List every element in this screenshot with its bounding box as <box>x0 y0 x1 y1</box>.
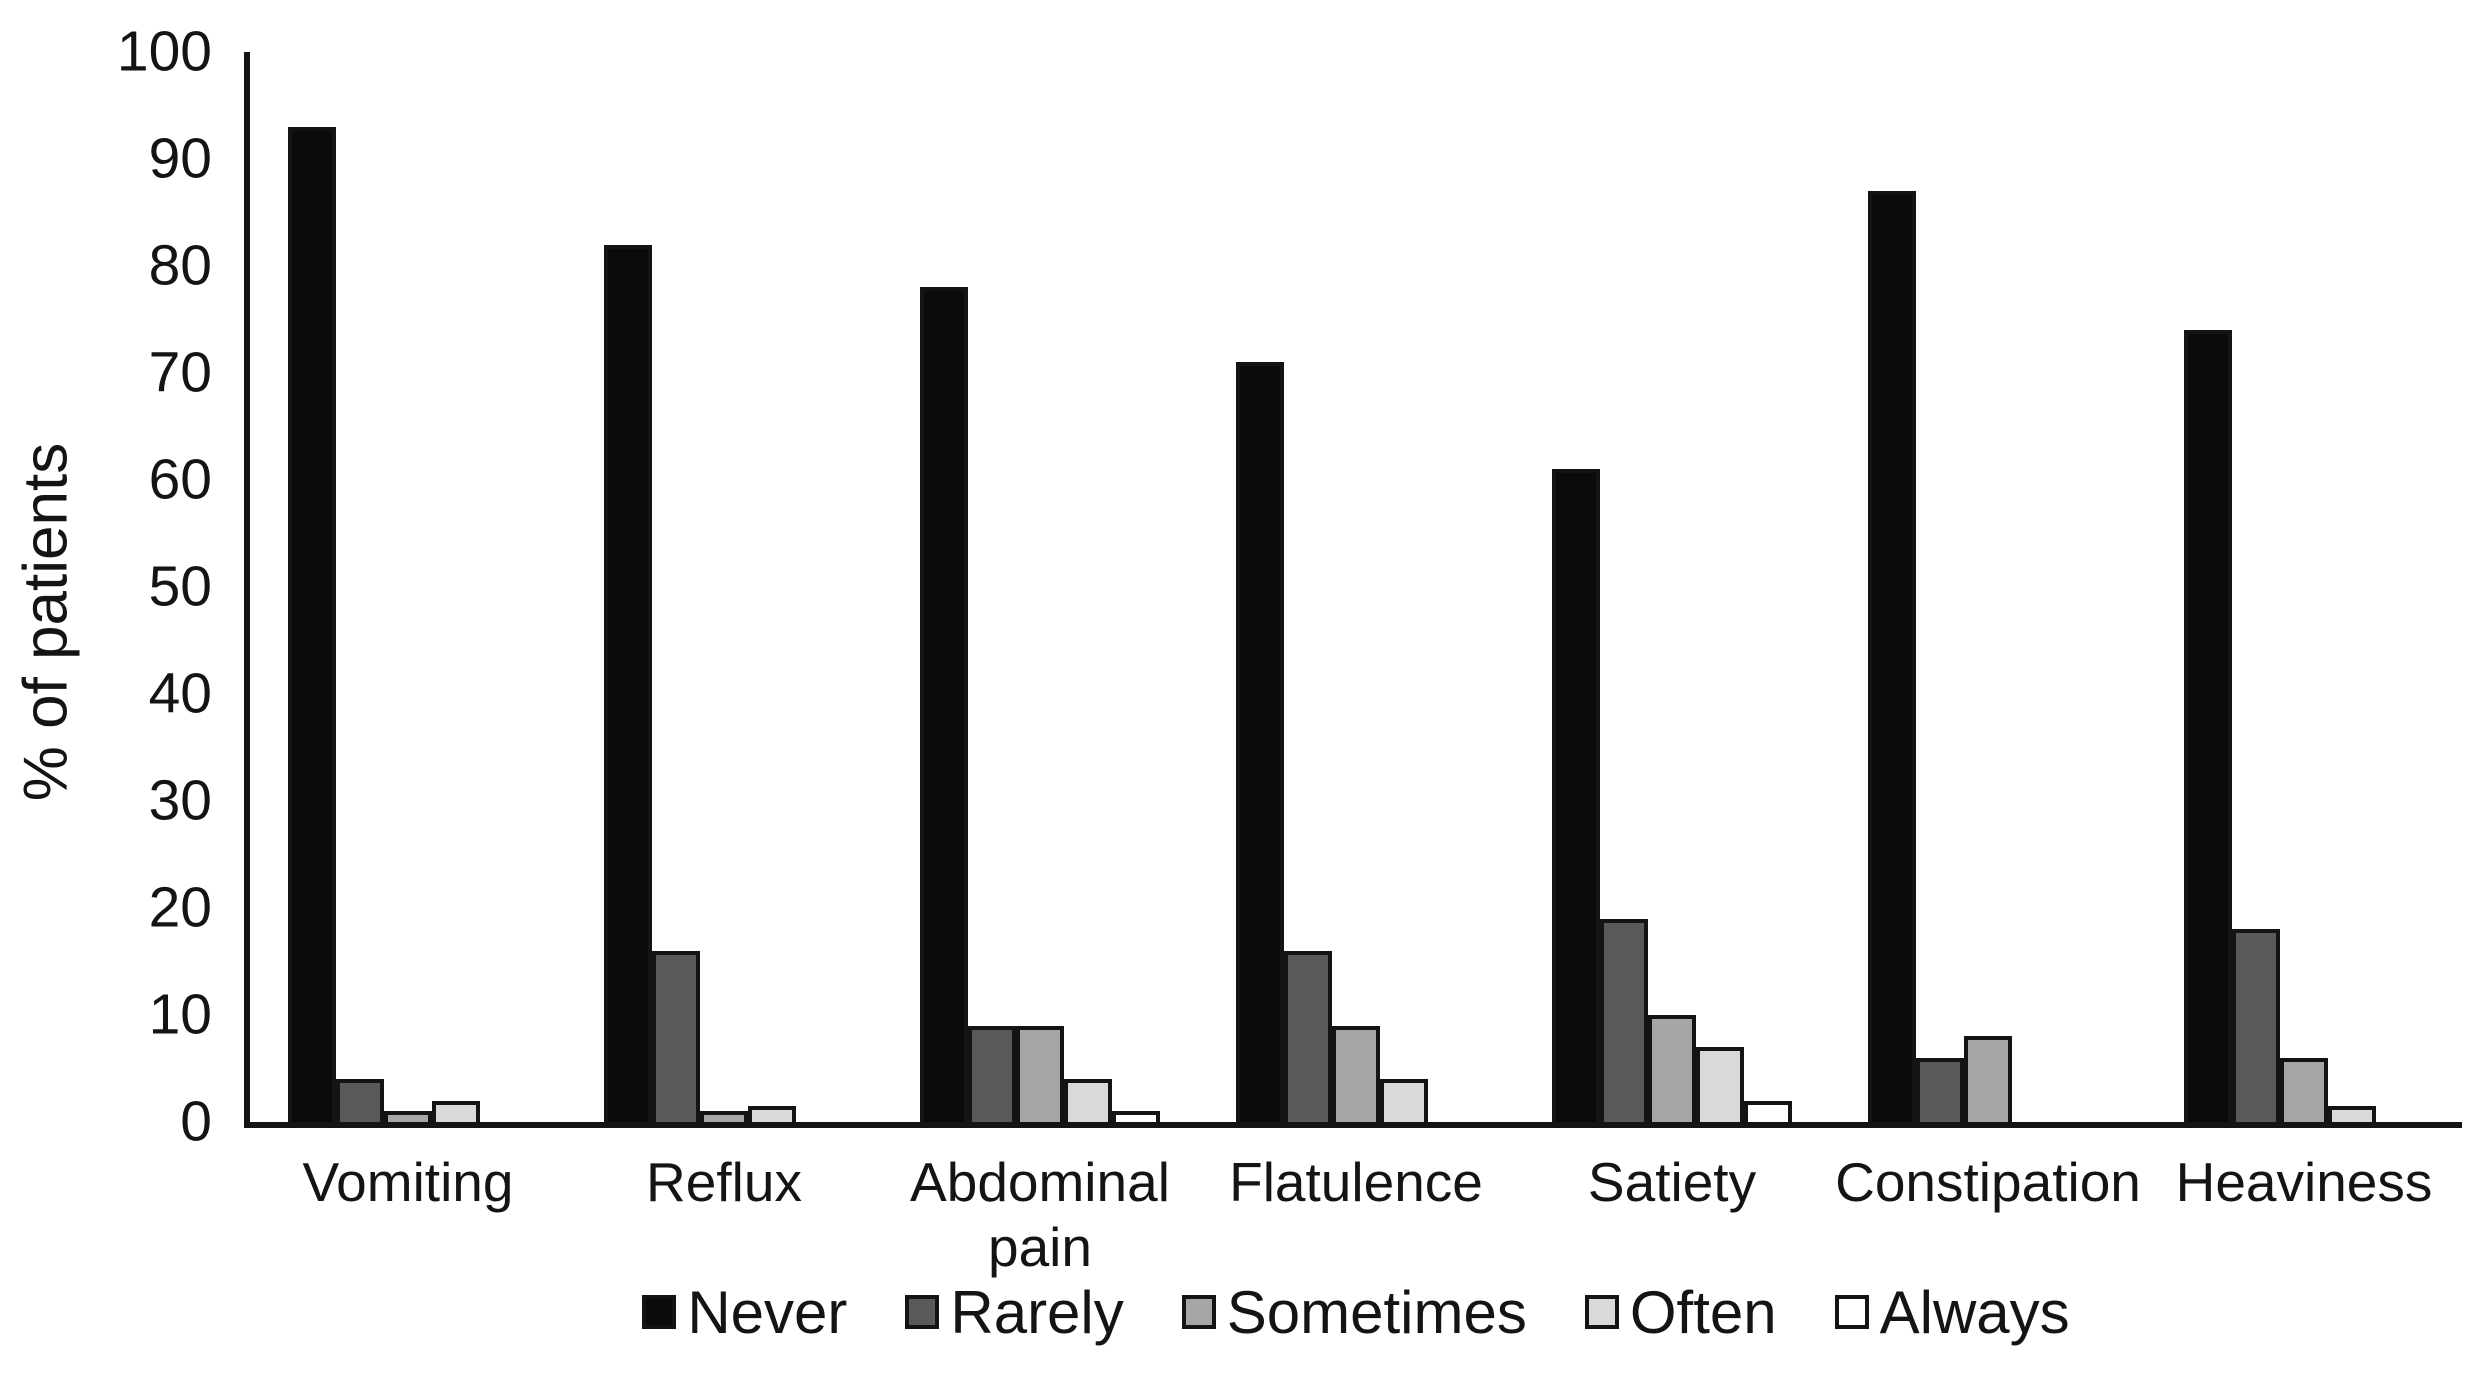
bar-group-constipation <box>1830 52 2146 1122</box>
legend-swatch-icon <box>1584 1295 1619 1329</box>
y-tick-label: 100 <box>116 19 212 84</box>
legend-label: Often <box>1629 1278 1777 1346</box>
legend-swatch-icon <box>1181 1295 1216 1329</box>
bar-often-reflux <box>748 1106 796 1122</box>
y-axis-tick-labels: 0 10 20 30 40 50 60 70 80 90 100 <box>0 23 226 1150</box>
bar-often-heaviness <box>2328 1106 2376 1122</box>
legend-item-always: Always <box>1834 1278 2070 1347</box>
bar-sometimes-abdominal-pain <box>1016 1026 1064 1122</box>
bar-never-reflux <box>604 245 652 1122</box>
bar-always-satiety <box>1744 1101 1792 1122</box>
bar-sometimes-reflux <box>700 1111 748 1122</box>
legend-item-never: Never <box>642 1278 847 1347</box>
legend-swatch-icon <box>905 1295 940 1329</box>
category-label-heaviness: Heaviness <box>2175 1151 2433 1213</box>
bar-never-vomiting <box>288 127 336 1122</box>
bar-group-heaviness <box>2146 52 2462 1122</box>
category-label-satiety: Satiety <box>1587 1151 1757 1213</box>
legend-label: Never <box>687 1278 848 1346</box>
bar-often-abdominal-pain <box>1064 1079 1112 1122</box>
y-tick-label: 70 <box>148 340 212 405</box>
y-tick-label: 30 <box>148 768 212 833</box>
y-axis-line <box>244 52 250 1122</box>
bar-group-flatulence <box>1198 52 1514 1122</box>
y-tick-label: 50 <box>148 554 212 619</box>
plot-area <box>244 52 2462 1128</box>
bar-sometimes-flatulence <box>1332 1026 1380 1122</box>
bar-rarely-reflux <box>652 951 700 1122</box>
bar-often-satiety <box>1696 1047 1744 1122</box>
bar-group-abdominal-pain <box>882 52 1198 1122</box>
bar-never-satiety <box>1552 469 1600 1122</box>
y-tick-label: 80 <box>148 233 212 298</box>
y-tick-label: 60 <box>148 447 212 512</box>
legend-swatch-icon <box>1834 1295 1869 1329</box>
bar-rarely-satiety <box>1600 919 1648 1122</box>
bar-rarely-abdominal-pain <box>968 1026 1016 1122</box>
bar-often-vomiting <box>432 1101 480 1122</box>
legend-label: Rarely <box>950 1278 1124 1346</box>
bar-rarely-heaviness <box>2232 929 2280 1122</box>
y-tick-label: 0 <box>180 1089 212 1154</box>
bar-group-reflux <box>566 52 882 1122</box>
bar-never-heaviness <box>2184 330 2232 1122</box>
y-tick-label: 40 <box>148 661 212 726</box>
category-label-reflux: Reflux <box>646 1151 802 1213</box>
bar-sometimes-vomiting <box>384 1111 432 1122</box>
legend-item-sometimes: Sometimes <box>1181 1278 1527 1347</box>
bar-never-constipation <box>1868 191 1916 1122</box>
category-label-vomiting: Vomiting <box>302 1151 514 1213</box>
y-tick-label: 10 <box>148 982 212 1047</box>
bar-often-flatulence <box>1380 1079 1428 1122</box>
category-label-flatulence: Flatulence <box>1229 1151 1483 1213</box>
bar-sometimes-constipation <box>1964 1036 2012 1122</box>
legend-item-rarely: Rarely <box>905 1278 1124 1347</box>
category-label-abdominal-pain: Abdominal pain <box>910 1151 1170 1278</box>
bar-sometimes-satiety <box>1648 1015 1696 1122</box>
bar-rarely-flatulence <box>1284 951 1332 1122</box>
y-tick-label: 90 <box>148 126 212 191</box>
legend-label: Sometimes <box>1226 1278 1527 1346</box>
bar-rarely-vomiting <box>336 1079 384 1122</box>
y-tick-label: 20 <box>148 875 212 940</box>
bar-group-vomiting <box>250 52 566 1122</box>
chart-legend: Never Rarely Sometimes Often Always <box>250 1272 2462 1352</box>
bar-groups <box>250 52 2462 1122</box>
bar-never-flatulence <box>1236 362 1284 1122</box>
bar-never-abdominal-pain <box>920 287 968 1122</box>
category-labels: Vomiting Reflux Abdominal pain Flatulence Sa… <box>250 1150 2462 1280</box>
category-label-constipation: Constipation <box>1835 1151 2141 1213</box>
bar-group-satiety <box>1514 52 1830 1122</box>
bar-always-abdominal-pain <box>1112 1111 1160 1122</box>
legend-label: Always <box>1879 1278 2070 1346</box>
legend-item-often: Often <box>1584 1278 1777 1347</box>
x-axis-line <box>244 1122 2462 1128</box>
bar-sometimes-heaviness <box>2280 1058 2328 1122</box>
bar-rarely-constipation <box>1916 1058 1964 1122</box>
legend-swatch-icon <box>642 1295 677 1329</box>
